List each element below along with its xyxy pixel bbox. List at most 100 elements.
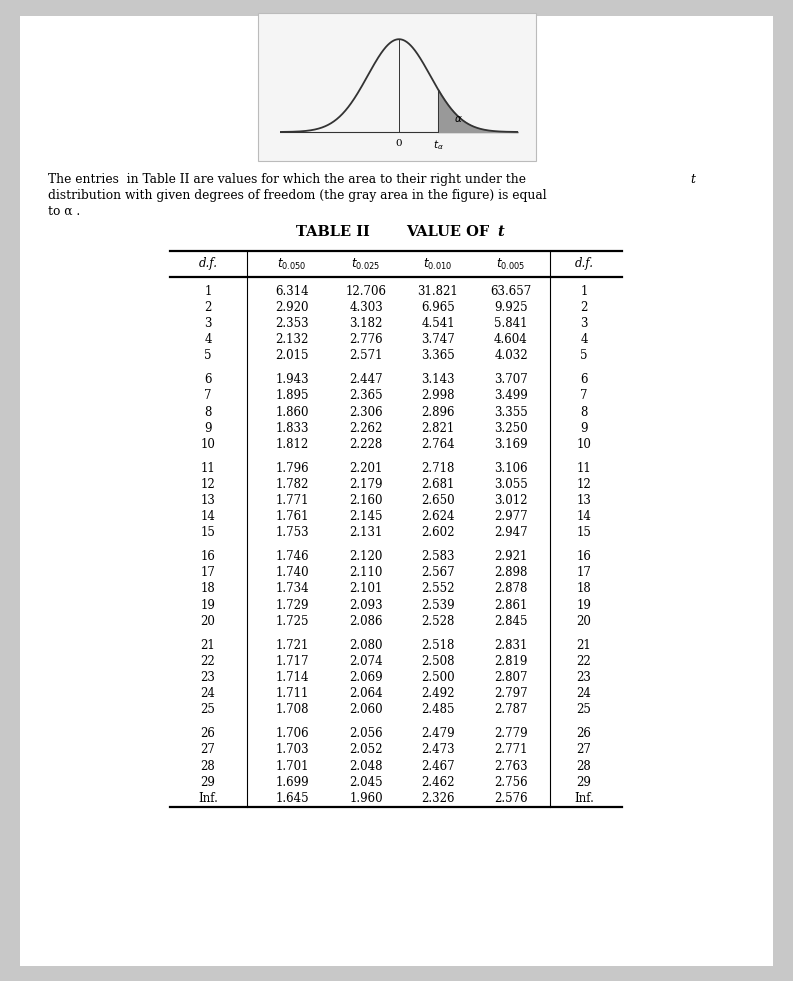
Text: 7: 7 <box>205 389 212 402</box>
Text: 26: 26 <box>577 727 592 740</box>
Text: $\alpha$: $\alpha$ <box>454 114 463 125</box>
Text: 14: 14 <box>201 510 216 523</box>
Text: 1.812: 1.812 <box>275 438 308 451</box>
Text: 23: 23 <box>577 671 592 684</box>
Text: 2.473: 2.473 <box>421 744 455 756</box>
Text: 2.718: 2.718 <box>421 462 454 475</box>
Text: 20: 20 <box>577 615 592 628</box>
Text: 2.583: 2.583 <box>421 550 454 563</box>
Text: $t_{0.025}$: $t_{0.025}$ <box>351 256 381 272</box>
Text: 2.500: 2.500 <box>421 671 455 684</box>
Text: 3.055: 3.055 <box>494 478 528 490</box>
Text: 2.807: 2.807 <box>494 671 528 684</box>
Text: 8: 8 <box>205 405 212 419</box>
Text: 1.960: 1.960 <box>349 792 383 804</box>
Text: 2.048: 2.048 <box>349 759 383 772</box>
Text: 2.681: 2.681 <box>421 478 454 490</box>
Text: 2.920: 2.920 <box>275 301 308 314</box>
Text: 20: 20 <box>201 615 216 628</box>
Text: 2.797: 2.797 <box>494 688 528 700</box>
Text: 2.045: 2.045 <box>349 776 383 789</box>
Text: 11: 11 <box>201 462 216 475</box>
Text: 1.761: 1.761 <box>275 510 308 523</box>
Text: 1.699: 1.699 <box>275 776 308 789</box>
Text: 1.734: 1.734 <box>275 583 308 595</box>
Text: 3.499: 3.499 <box>494 389 528 402</box>
Text: 1.771: 1.771 <box>275 494 308 507</box>
Text: 2.145: 2.145 <box>349 510 383 523</box>
Text: 9: 9 <box>205 422 212 435</box>
Text: 2.262: 2.262 <box>349 422 383 435</box>
Text: 3: 3 <box>580 317 588 330</box>
Text: 1.746: 1.746 <box>275 550 308 563</box>
Text: 2.131: 2.131 <box>349 527 383 540</box>
Text: 9: 9 <box>580 422 588 435</box>
Text: 2.878: 2.878 <box>494 583 527 595</box>
Text: 2.779: 2.779 <box>494 727 528 740</box>
Text: 2.467: 2.467 <box>421 759 455 772</box>
Text: 29: 29 <box>201 776 216 789</box>
Text: 2.576: 2.576 <box>494 792 528 804</box>
Text: 2.060: 2.060 <box>349 703 383 716</box>
Text: 2.365: 2.365 <box>349 389 383 402</box>
Text: 2.052: 2.052 <box>349 744 383 756</box>
Text: 2.508: 2.508 <box>421 654 454 668</box>
Text: 10: 10 <box>577 438 592 451</box>
Text: 5: 5 <box>205 349 212 362</box>
Text: 3.355: 3.355 <box>494 405 528 419</box>
Text: 27: 27 <box>201 744 216 756</box>
Text: 2.326: 2.326 <box>421 792 454 804</box>
Text: 1.701: 1.701 <box>275 759 308 772</box>
Text: 2.074: 2.074 <box>349 654 383 668</box>
Text: 18: 18 <box>577 583 592 595</box>
Text: 3.106: 3.106 <box>494 462 528 475</box>
Text: 0: 0 <box>396 138 402 147</box>
Text: 2.518: 2.518 <box>421 639 454 651</box>
Text: VALUE OF: VALUE OF <box>406 225 489 239</box>
Text: 22: 22 <box>201 654 216 668</box>
Text: 3.747: 3.747 <box>421 334 455 346</box>
Text: 2: 2 <box>205 301 212 314</box>
Text: 63.657: 63.657 <box>490 284 531 297</box>
Text: d.f.: d.f. <box>574 257 593 271</box>
Text: 2.624: 2.624 <box>421 510 454 523</box>
Text: 2.756: 2.756 <box>494 776 528 789</box>
Text: 2.567: 2.567 <box>421 566 455 580</box>
Text: 2.947: 2.947 <box>494 527 528 540</box>
Text: 2.763: 2.763 <box>494 759 528 772</box>
Text: 2.110: 2.110 <box>349 566 383 580</box>
Text: 19: 19 <box>201 598 216 612</box>
Text: 5: 5 <box>580 349 588 362</box>
Text: $t_{0.010}$: $t_{0.010}$ <box>423 256 453 272</box>
Text: 2.492: 2.492 <box>421 688 454 700</box>
Text: 2.485: 2.485 <box>421 703 454 716</box>
Text: 2.831: 2.831 <box>494 639 527 651</box>
Text: 24: 24 <box>577 688 592 700</box>
Text: 3.169: 3.169 <box>494 438 528 451</box>
Text: 25: 25 <box>201 703 216 716</box>
Text: 2.093: 2.093 <box>349 598 383 612</box>
Text: 2.101: 2.101 <box>349 583 383 595</box>
Text: distribution with given degrees of freedom (the gray area in the figure) is equa: distribution with given degrees of freed… <box>48 189 546 202</box>
Text: 1: 1 <box>205 284 212 297</box>
Text: 2.861: 2.861 <box>494 598 527 612</box>
Text: 8: 8 <box>580 405 588 419</box>
Text: 29: 29 <box>577 776 592 789</box>
Text: Inf.: Inf. <box>198 792 218 804</box>
Text: 1.860: 1.860 <box>275 405 308 419</box>
Text: 26: 26 <box>201 727 216 740</box>
Text: 2.132: 2.132 <box>275 334 308 346</box>
Text: 1.796: 1.796 <box>275 462 308 475</box>
Text: $t_{0.005}$: $t_{0.005}$ <box>496 256 526 272</box>
Text: 2.977: 2.977 <box>494 510 528 523</box>
Text: 2.998: 2.998 <box>421 389 454 402</box>
Text: to α .: to α . <box>48 205 80 218</box>
Text: 2.771: 2.771 <box>494 744 528 756</box>
Text: 6: 6 <box>580 373 588 387</box>
Text: 4: 4 <box>580 334 588 346</box>
Text: 7: 7 <box>580 389 588 402</box>
Text: 1.943: 1.943 <box>275 373 308 387</box>
Text: 2.528: 2.528 <box>421 615 454 628</box>
Text: 2.479: 2.479 <box>421 727 455 740</box>
Text: 13: 13 <box>201 494 216 507</box>
